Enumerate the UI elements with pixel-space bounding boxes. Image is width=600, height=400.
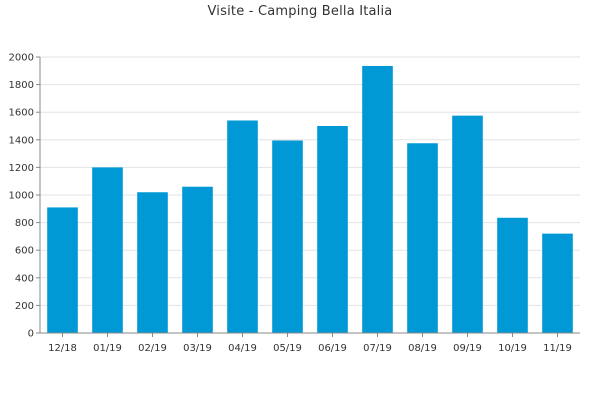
bar <box>317 126 348 333</box>
x-tick-label: 12/18 <box>48 343 77 354</box>
bar <box>47 207 78 333</box>
x-tick-label: 08/19 <box>408 343 437 354</box>
x-tick-label: 01/19 <box>93 343 122 354</box>
y-tick-label: 1800 <box>9 80 34 91</box>
x-tick-label: 02/19 <box>138 343 167 354</box>
y-tick-label: 2000 <box>9 53 34 64</box>
y-tick-label: 1200 <box>9 163 34 174</box>
y-tick-label: 1400 <box>9 135 34 146</box>
x-tick-label: 09/19 <box>453 343 482 354</box>
bar <box>92 167 123 333</box>
bar <box>542 233 573 333</box>
y-tick-label: 400 <box>15 273 34 284</box>
x-tick-label: 04/19 <box>228 343 257 354</box>
x-tick-label: 06/19 <box>318 343 347 354</box>
y-tick-label: 1000 <box>9 191 34 202</box>
bar <box>272 140 303 333</box>
bar <box>362 65 393 333</box>
x-tick-label: 10/19 <box>498 343 527 354</box>
y-tick-label: 600 <box>15 246 34 257</box>
y-tick-label: 800 <box>15 218 34 229</box>
x-tick-label: 07/19 <box>363 343 392 354</box>
y-tick-label: 200 <box>15 301 34 312</box>
x-tick-label: 03/19 <box>183 343 212 354</box>
bar <box>497 217 528 333</box>
x-tick-label: 05/19 <box>273 343 302 354</box>
y-tick-label: 0 <box>28 329 34 340</box>
bar <box>227 120 258 333</box>
bar <box>182 186 213 333</box>
x-tick-label: 11/19 <box>543 343 572 354</box>
bar <box>452 115 483 334</box>
y-tick-label: 1600 <box>9 108 34 119</box>
bar <box>407 143 438 333</box>
bar <box>137 192 168 333</box>
chart-title: Visite - Camping Bella Italia <box>207 4 393 19</box>
